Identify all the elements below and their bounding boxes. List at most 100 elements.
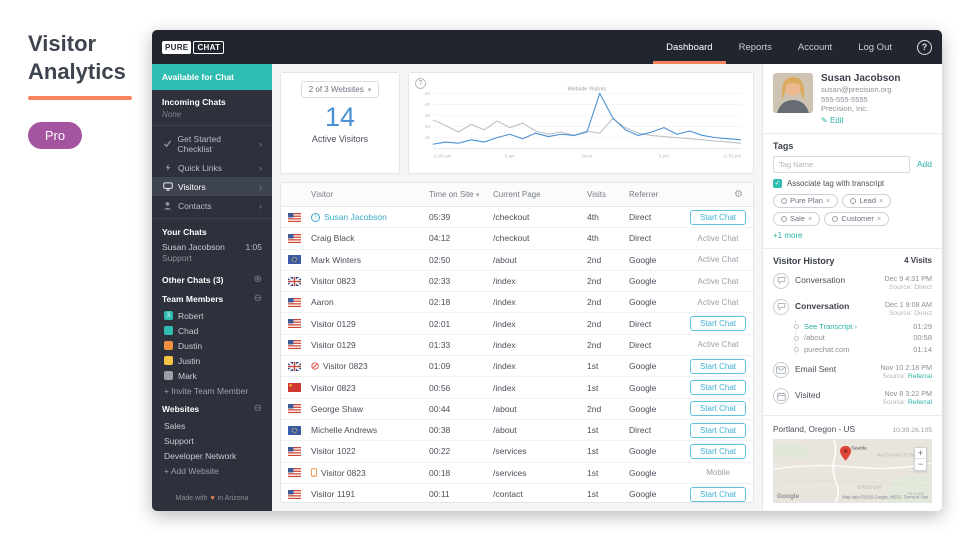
tag-pill-customer[interactable]: Customer ×	[824, 211, 890, 226]
nav-item-account[interactable]: Account	[797, 41, 833, 53]
referrer-cell: Google	[629, 382, 657, 393]
nav-item-reports[interactable]: Reports	[738, 41, 772, 53]
visitor-name-cell: Mark Winters	[311, 254, 362, 265]
start-chat-button[interactable]: Start Chat	[689, 209, 746, 225]
time-on-site-cell: 00:11	[429, 489, 450, 499]
title-underline	[28, 96, 132, 100]
referrer-cell: Google	[629, 361, 657, 372]
collapse-icon[interactable]: ⊖	[253, 403, 262, 414]
website-item-sales[interactable]: Sales	[164, 420, 186, 431]
svg-text:30: 30	[425, 113, 430, 118]
table-row: Visitor 0129 01:33/index 2nd Direct Active C…	[281, 335, 753, 357]
start-chat-button[interactable]: Start Chat	[689, 380, 746, 396]
col-current-page[interactable]: Current Page	[493, 190, 541, 199]
other-chats-toggle[interactable]: Other Chats (3) ⊕	[162, 274, 262, 286]
remove-tag-icon[interactable]: ×	[808, 214, 813, 223]
sidebar-item-get-started-checklist[interactable]: Get Started Checklist ›	[152, 129, 272, 158]
history-item-conversation[interactable]: Conversation Dec 1 9:08 AM Source: Direct	[773, 298, 932, 318]
tag-pill-pure-plan[interactable]: Pure Plan ×	[773, 193, 839, 208]
remove-tag-icon[interactable]: ×	[879, 196, 884, 205]
us-flag-icon	[281, 489, 307, 499]
table-settings[interactable]: ⚙	[685, 183, 753, 206]
status-square: 3	[164, 311, 173, 320]
visit-count: 4 Visits	[904, 256, 932, 265]
team-member-robert[interactable]: 3 Robert	[152, 308, 272, 323]
websites-toggle[interactable]: Websites ⊖	[162, 403, 262, 415]
add-website[interactable]: + Add Website	[164, 466, 219, 476]
team-members-toggle[interactable]: Team Members ⊖	[162, 293, 262, 305]
website-item-support[interactable]: Support	[164, 435, 194, 446]
app-window: PURE CHAT Dashboard Reports Account Log Out…	[152, 30, 942, 511]
history-item-conversation[interactable]: Conversation Dec 9 4:31 PM Source: Direct	[773, 272, 932, 292]
sidebar-item-quick-links[interactable]: Quick Links ›	[152, 158, 272, 177]
visitor-name-cell: Visitor 0129	[311, 318, 356, 329]
chevron-right-icon: ›	[259, 138, 262, 149]
svg-text:20: 20	[425, 124, 430, 129]
nav-item-dashboard[interactable]: Dashboard	[653, 30, 726, 64]
start-chat-button[interactable]: Start Chat	[689, 401, 746, 417]
mail-icon	[773, 362, 789, 378]
remove-tag-icon[interactable]: ×	[825, 196, 831, 205]
sidebar-item-contacts[interactable]: Contacts ›	[152, 196, 272, 215]
tag-input-row: Add	[773, 155, 932, 173]
chat-sub: Support	[162, 253, 192, 263]
chart-help-icon[interactable]: ?	[415, 78, 426, 89]
website-item-developer-network[interactable]: Developer Network	[164, 450, 237, 461]
availability-toggle[interactable]: Available for Chat	[152, 64, 272, 90]
referrer-cell: Google	[629, 254, 657, 265]
map-zoom-in[interactable]: +	[915, 448, 926, 459]
action-cell: Start Chat	[685, 486, 753, 502]
team-member-mark[interactable]: Mark	[152, 368, 272, 383]
tag-name-input[interactable]	[773, 155, 910, 173]
start-chat-button[interactable]: Start Chat	[689, 316, 746, 332]
table-row: Visitor 1022 00:22/services 1st Google Start…	[281, 441, 753, 463]
purechat-logo[interactable]: PURE CHAT	[162, 40, 225, 54]
map-zoom-out[interactable]: −	[915, 459, 926, 470]
detail-row[interactable]: See Transcript › 01:29	[794, 321, 932, 331]
invite-team-member[interactable]: + Invite Team Member	[164, 386, 249, 396]
referrer-cell: Direct	[629, 318, 652, 329]
start-chat-button[interactable]: Start Chat	[689, 443, 746, 459]
team-member-dustin[interactable]: Dustin	[152, 338, 272, 353]
start-chat-button[interactable]: Start Chat	[689, 486, 746, 502]
time-on-site-cell: 00:22	[429, 446, 451, 457]
us-flag-icon	[281, 468, 307, 478]
action-cell: Mobile	[685, 468, 753, 477]
collapse-icon[interactable]: ⊖	[253, 293, 262, 304]
status-square	[164, 371, 173, 380]
checkbox-checked-icon[interactable]: ✓	[773, 178, 782, 188]
remove-tag-icon[interactable]: ×	[876, 214, 882, 223]
chat-item-susan-jacobson[interactable]: Susan Jacobson Support 1:05	[152, 240, 272, 270]
gear-icon[interactable]: ⚙	[734, 189, 743, 200]
sidebar-item-visitors[interactable]: Visitors ›	[152, 177, 272, 196]
tag-pill-lead[interactable]: Lead ×	[842, 193, 892, 208]
more-tags-link[interactable]: +1 more	[773, 230, 803, 240]
eu-flag-icon	[281, 425, 307, 435]
help-icon[interactable]: ?	[917, 39, 932, 55]
visitor-name-cell[interactable]: i Susan Jacobson	[307, 212, 425, 222]
col-time-on-site[interactable]: Time on Site ▾	[429, 190, 480, 199]
nav-item-log-out[interactable]: Log Out	[858, 41, 892, 53]
expand-icon[interactable]: ⊕	[253, 274, 262, 285]
edit-profile-link[interactable]: ✎ Edit	[821, 115, 844, 125]
col-visitor[interactable]: Visitor	[311, 190, 334, 199]
bolt-icon	[162, 163, 173, 172]
history-item-email-sent[interactable]: Email Sent Nov 10 2:18 PM Source: Referral	[773, 362, 932, 381]
start-chat-button[interactable]: Start Chat	[689, 422, 746, 438]
team-member-justin[interactable]: Justin	[152, 353, 272, 368]
time-on-site-cell: 02:18	[429, 297, 451, 308]
col-referrer[interactable]: Referrer	[629, 190, 659, 199]
page-title-line1: Visitor	[28, 31, 97, 56]
associate-tag-checkbox[interactable]: ✓ Associate tag with transcript	[773, 178, 885, 188]
location-ip: 10.39.26.105	[892, 427, 932, 434]
history-item-visited[interactable]: Visited Nov 8 3:22 PM Source: Referral	[773, 388, 932, 407]
map[interactable]: Seattle WASHINGTON OREGON IDAHO Google Map da…	[773, 439, 932, 503]
active-visitors-card: 2 of 3 Websites ▾ 14 Active Visitors	[280, 72, 400, 174]
tag-pill-sale[interactable]: Sale ×	[773, 211, 821, 226]
action-cell: Start Chat	[685, 358, 753, 374]
website-selector[interactable]: 2 of 3 Websites ▾	[300, 81, 380, 98]
team-member-chad[interactable]: Chad	[152, 323, 272, 338]
start-chat-button[interactable]: Start Chat	[689, 358, 746, 374]
col-visits[interactable]: Visits	[587, 190, 606, 199]
add-tag-button[interactable]: Add	[916, 159, 932, 169]
